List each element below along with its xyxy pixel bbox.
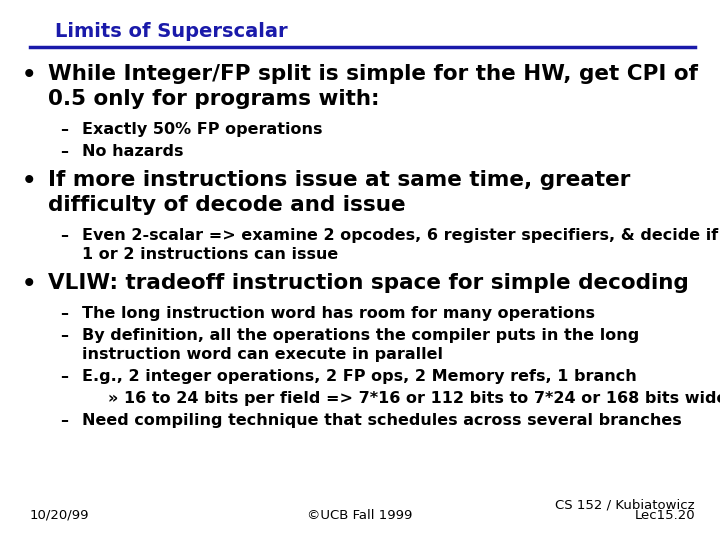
Text: instruction word can execute in parallel: instruction word can execute in parallel: [82, 347, 443, 362]
Text: –: –: [60, 144, 68, 159]
Text: Lec15.20: Lec15.20: [634, 509, 695, 522]
Text: •: •: [22, 273, 37, 296]
Text: Limits of Superscalar: Limits of Superscalar: [55, 22, 287, 41]
Text: –: –: [60, 413, 68, 428]
Text: –: –: [60, 122, 68, 137]
Text: No hazards: No hazards: [82, 144, 184, 159]
Text: 1 or 2 instructions can issue: 1 or 2 instructions can issue: [82, 247, 338, 262]
Text: difficulty of decode and issue: difficulty of decode and issue: [48, 195, 405, 215]
Text: Even 2-scalar => examine 2 opcodes, 6 register specifiers, & decide if: Even 2-scalar => examine 2 opcodes, 6 re…: [82, 228, 719, 243]
Text: –: –: [60, 369, 68, 384]
Text: 10/20/99: 10/20/99: [30, 509, 89, 522]
Text: Need compiling technique that schedules across several branches: Need compiling technique that schedules …: [82, 413, 682, 428]
Text: –: –: [60, 306, 68, 321]
Text: –: –: [60, 328, 68, 343]
Text: •: •: [22, 64, 37, 87]
Text: VLIW: tradeoff instruction space for simple decoding: VLIW: tradeoff instruction space for sim…: [48, 273, 689, 293]
Text: Exactly 50% FP operations: Exactly 50% FP operations: [82, 122, 323, 137]
Text: –: –: [60, 228, 68, 243]
Text: While Integer/FP split is simple for the HW, get CPI of: While Integer/FP split is simple for the…: [48, 64, 698, 84]
Text: E.g., 2 integer operations, 2 FP ops, 2 Memory refs, 1 branch: E.g., 2 integer operations, 2 FP ops, 2 …: [82, 369, 636, 384]
Text: 0.5 only for programs with:: 0.5 only for programs with:: [48, 89, 379, 109]
Text: CS 152 / Kubiatowicz: CS 152 / Kubiatowicz: [555, 498, 695, 511]
Text: » 16 to 24 bits per field => 7*16 or 112 bits to 7*24 or 168 bits wide: » 16 to 24 bits per field => 7*16 or 112…: [108, 391, 720, 406]
Text: •: •: [22, 170, 37, 193]
Text: ©UCB Fall 1999: ©UCB Fall 1999: [307, 509, 413, 522]
Text: By definition, all the operations the compiler puts in the long: By definition, all the operations the co…: [82, 328, 639, 343]
Text: If more instructions issue at same time, greater: If more instructions issue at same time,…: [48, 170, 631, 190]
Text: The long instruction word has room for many operations: The long instruction word has room for m…: [82, 306, 595, 321]
